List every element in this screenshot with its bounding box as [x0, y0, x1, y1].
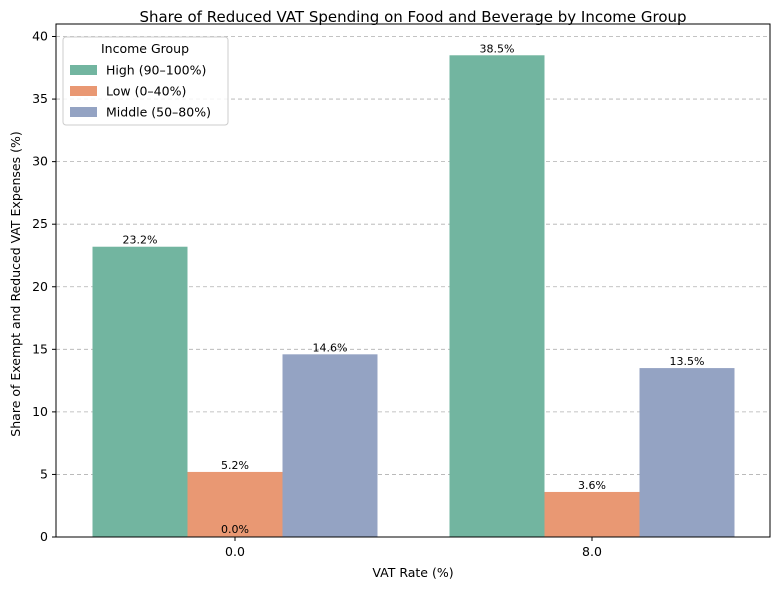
bar — [639, 368, 735, 537]
legend-box — [62, 36, 229, 126]
ticks-layer: 0 5 10 15 20 25 30 35 40 0.0 8.0 — [32, 29, 602, 559]
y-tick-label: 35 — [32, 91, 48, 106]
y-tick-label: 10 — [32, 404, 48, 419]
y-axis-label: Share of Exempt and Reduced VAT Expenses… — [8, 131, 23, 436]
bar — [282, 354, 378, 537]
y-tick-label: 40 — [32, 29, 48, 44]
plot-frame — [55, 23, 771, 538]
bars-layer — [92, 55, 735, 537]
bar — [187, 471, 283, 537]
bar — [449, 55, 545, 537]
y-tick-label: 15 — [32, 341, 48, 356]
legend-swatch — [70, 86, 97, 96]
legend: Income Group High (90–100%) Low (0–40%) Mid… — [62, 36, 229, 126]
bar — [544, 491, 640, 537]
data-label: 23.2% — [123, 234, 158, 247]
bar — [92, 246, 188, 537]
legend-label: Low (0–40%) — [106, 84, 186, 99]
y-tick-label: 5 — [40, 466, 48, 481]
y-tick-label: 0 — [40, 529, 48, 544]
legend-label: Middle (50–80%) — [106, 105, 211, 120]
legend-swatch — [70, 107, 97, 117]
legend-swatch — [70, 65, 97, 75]
x-axis-label: VAT Rate (%) — [372, 565, 453, 580]
x-tick-label: 8.0 — [582, 544, 602, 559]
legend-label: High (90–100%) — [106, 63, 206, 78]
data-label: 14.6% — [313, 341, 348, 354]
chart-title: Share of Reduced VAT Spending on Food an… — [139, 8, 686, 26]
data-label: 3.6% — [578, 479, 606, 492]
y-tick-label: 20 — [32, 279, 48, 294]
data-label: 5.2% — [221, 459, 249, 472]
data-label: 38.5% — [480, 42, 515, 55]
y-tick-label: 25 — [32, 216, 48, 231]
legend-title: Income Group — [101, 41, 189, 56]
x-tick-label: 0.0 — [225, 544, 245, 559]
labels-layer: 23.2% 5.2% 14.6% 38.5% 3.6% 13.5% 0.0% — [123, 42, 705, 536]
data-label: 13.5% — [670, 355, 705, 368]
annotation-label: 0.0% — [221, 523, 249, 536]
y-tick-label: 30 — [32, 154, 48, 169]
